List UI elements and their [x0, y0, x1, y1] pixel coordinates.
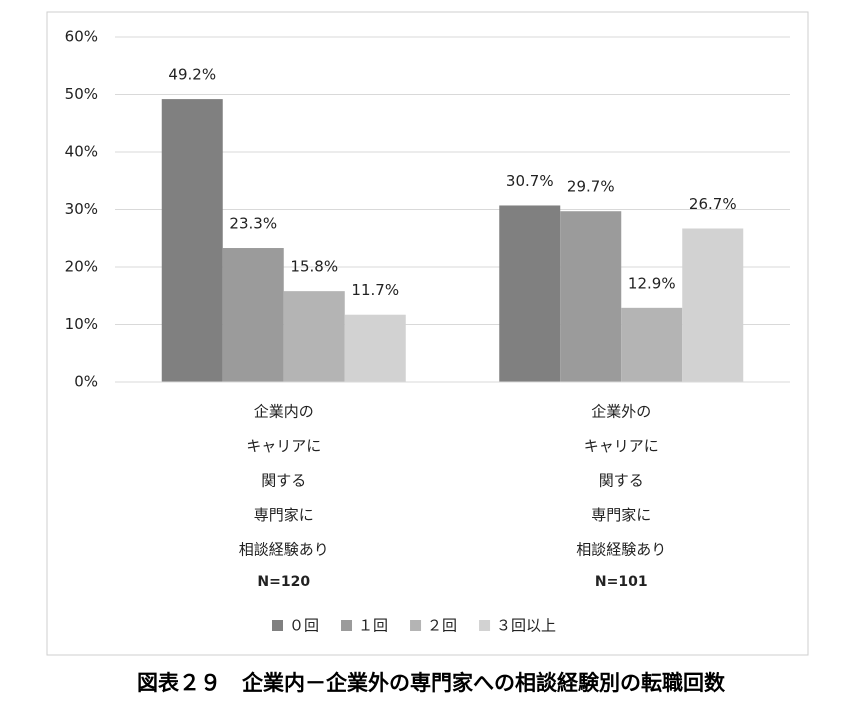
category-label: 相談経験あり — [239, 541, 329, 559]
y-tick-label: 0% — [74, 373, 98, 391]
category-label: キャリアに — [246, 437, 321, 455]
category-count: N=101 — [595, 574, 648, 590]
bar — [560, 211, 622, 382]
category-label: キャリアに — [584, 437, 659, 455]
bar — [499, 205, 561, 382]
value-label: 23.3% — [229, 215, 277, 233]
y-tick-label: 40% — [65, 143, 98, 161]
legend-label: ３回以上 — [496, 617, 556, 635]
value-label: 49.2% — [168, 66, 216, 84]
legend-swatch — [479, 620, 491, 631]
bar — [344, 314, 406, 382]
value-label: 11.7% — [351, 281, 399, 299]
bar — [621, 307, 683, 382]
bar — [682, 228, 744, 382]
legend-swatch — [272, 620, 283, 631]
bar — [222, 248, 284, 382]
legend-label: １回 — [358, 617, 388, 635]
y-tick-label: 10% — [65, 315, 98, 333]
category-label: 専門家に — [254, 506, 314, 524]
category-label: 専門家に — [591, 506, 651, 524]
category-label: 相談経験あり — [576, 541, 666, 559]
caption: 図表２９ 企業内－企業外の専門家への相談経験別の転職回数 — [137, 671, 726, 695]
value-label: 12.9% — [628, 274, 676, 292]
category-label: 関する — [261, 472, 306, 490]
category-label: 関する — [599, 472, 644, 490]
value-label: 15.8% — [290, 258, 338, 276]
legend-swatch — [341, 620, 353, 631]
bar — [161, 99, 223, 382]
value-label: 26.7% — [689, 195, 737, 213]
y-tick-label: 30% — [65, 200, 98, 218]
value-label: 30.7% — [506, 172, 554, 190]
category-label: 企業内の — [254, 403, 314, 421]
y-tick-label: 50% — [65, 85, 98, 103]
category-label: 企業外の — [591, 403, 651, 421]
legend-label: ０回 — [289, 617, 319, 635]
y-tick-label: 20% — [65, 258, 98, 276]
category-count: N=120 — [257, 574, 310, 590]
bar — [283, 291, 345, 382]
y-tick-label: 60% — [65, 28, 98, 46]
legend-swatch — [410, 620, 422, 631]
legend-label: ２回 — [427, 617, 457, 635]
value-label: 29.7% — [567, 178, 615, 196]
